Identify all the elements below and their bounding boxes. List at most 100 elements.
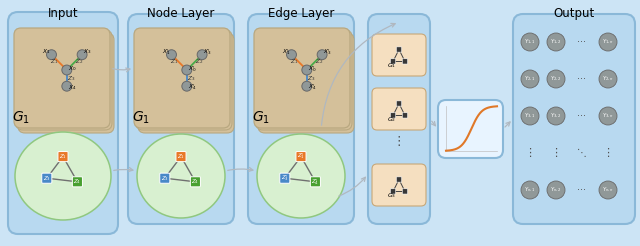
Text: $Y_{1,2}$: $Y_{1,2}$ — [550, 38, 562, 46]
FancyArrowPatch shape — [228, 168, 253, 171]
Circle shape — [182, 81, 192, 91]
Text: $Y_{1,n}$: $Y_{1,n}$ — [602, 38, 614, 46]
Circle shape — [62, 65, 72, 75]
FancyBboxPatch shape — [403, 189, 408, 194]
FancyBboxPatch shape — [513, 14, 635, 224]
Text: $G_2$: $G_2$ — [387, 115, 396, 124]
FancyBboxPatch shape — [372, 34, 426, 76]
Text: $X_1'$: $X_1'$ — [163, 47, 171, 57]
Text: Node Layer: Node Layer — [147, 7, 214, 20]
Text: $Z_1$: $Z_1$ — [290, 57, 298, 66]
Text: $X_4$: $X_4$ — [68, 83, 77, 92]
Text: $Z_3$: $Z_3$ — [307, 74, 315, 83]
FancyBboxPatch shape — [310, 177, 321, 187]
FancyBboxPatch shape — [372, 164, 426, 206]
Circle shape — [521, 181, 539, 199]
FancyBboxPatch shape — [390, 113, 396, 118]
FancyArrowPatch shape — [114, 168, 133, 171]
Circle shape — [547, 33, 565, 51]
FancyBboxPatch shape — [296, 152, 306, 162]
Circle shape — [317, 50, 327, 60]
Text: $Y_{3,1}$: $Y_{3,1}$ — [524, 112, 536, 120]
Text: ⋮: ⋮ — [550, 148, 561, 158]
FancyBboxPatch shape — [138, 33, 234, 133]
Text: ···: ··· — [577, 74, 586, 84]
Text: $X_3'$: $X_3'$ — [203, 47, 211, 57]
FancyBboxPatch shape — [136, 30, 232, 130]
Text: $Y_{3,n}$: $Y_{3,n}$ — [602, 112, 614, 120]
Text: $Y_{2,n}$: $Y_{2,n}$ — [602, 75, 614, 83]
FancyBboxPatch shape — [14, 28, 110, 128]
Circle shape — [599, 33, 617, 51]
Circle shape — [302, 65, 312, 75]
Text: ⋮: ⋮ — [602, 148, 614, 158]
FancyBboxPatch shape — [134, 28, 230, 128]
FancyBboxPatch shape — [258, 33, 354, 133]
Circle shape — [302, 81, 312, 91]
Circle shape — [547, 181, 565, 199]
Text: $X_0$: $X_0$ — [68, 64, 77, 74]
Text: $Z_3$: $Z_3$ — [43, 174, 51, 183]
FancyArrowPatch shape — [431, 121, 435, 126]
Text: $G_1$: $G_1$ — [387, 61, 396, 70]
Text: $Z_1$: $Z_1$ — [50, 57, 58, 66]
Text: $Z_4'$: $Z_4'$ — [311, 177, 319, 187]
Text: $Z_2$: $Z_2$ — [316, 57, 324, 66]
Text: $Z_3$: $Z_3$ — [67, 74, 75, 83]
Text: $G_1$: $G_1$ — [132, 110, 150, 126]
Text: $X_4'$: $X_4'$ — [308, 82, 317, 92]
FancyBboxPatch shape — [368, 14, 430, 224]
Text: $X_0'$: $X_0'$ — [308, 64, 317, 74]
Text: Edge Layer: Edge Layer — [268, 7, 334, 20]
Text: $G_1$: $G_1$ — [12, 110, 30, 126]
Text: $X_0'$: $X_0'$ — [188, 64, 197, 74]
FancyBboxPatch shape — [176, 152, 186, 162]
FancyArrowPatch shape — [321, 23, 395, 125]
FancyBboxPatch shape — [42, 173, 52, 183]
Circle shape — [77, 50, 87, 60]
Circle shape — [182, 65, 192, 75]
FancyBboxPatch shape — [372, 88, 426, 130]
Text: Input: Input — [48, 7, 78, 20]
Text: $X_4'$: $X_4'$ — [189, 82, 197, 92]
Text: ⋮: ⋮ — [524, 148, 536, 158]
FancyBboxPatch shape — [403, 59, 408, 64]
Circle shape — [547, 70, 565, 88]
FancyBboxPatch shape — [58, 152, 68, 162]
FancyBboxPatch shape — [396, 101, 402, 106]
Text: ···: ··· — [577, 111, 586, 121]
FancyBboxPatch shape — [16, 30, 112, 130]
FancyBboxPatch shape — [396, 177, 402, 182]
Text: $Y_{2,2}$: $Y_{2,2}$ — [550, 75, 562, 83]
Circle shape — [47, 50, 56, 60]
Text: $Y_{n,n}$: $Y_{n,n}$ — [602, 186, 614, 194]
Text: ···: ··· — [577, 37, 586, 47]
Text: ⋮: ⋮ — [393, 135, 405, 148]
Text: $Z_2$: $Z_2$ — [195, 57, 204, 66]
FancyArrowPatch shape — [113, 68, 130, 72]
Circle shape — [599, 107, 617, 125]
Text: $X_1$: $X_1$ — [42, 47, 51, 56]
Text: $G_3$: $G_3$ — [387, 191, 396, 200]
Text: $X_3'$: $X_3'$ — [323, 47, 332, 57]
Text: $Y_{n,2}$: $Y_{n,2}$ — [550, 186, 562, 194]
Circle shape — [166, 50, 177, 60]
Text: $X_3$: $X_3$ — [83, 47, 92, 56]
Circle shape — [599, 181, 617, 199]
Text: $Z_1$: $Z_1$ — [170, 57, 179, 66]
Text: $Z_2$: $Z_2$ — [76, 57, 84, 66]
Circle shape — [521, 107, 539, 125]
FancyBboxPatch shape — [390, 59, 396, 64]
FancyBboxPatch shape — [438, 100, 503, 158]
Text: $Z_1$: $Z_1$ — [177, 152, 185, 161]
Text: $X_1'$: $X_1'$ — [282, 47, 291, 57]
Ellipse shape — [137, 134, 225, 218]
Circle shape — [197, 50, 207, 60]
Text: $Z_4$: $Z_4$ — [74, 177, 81, 186]
Text: $Z_3'$: $Z_3'$ — [281, 173, 289, 183]
Text: $Y_{2,1}$: $Y_{2,1}$ — [524, 75, 536, 83]
FancyBboxPatch shape — [396, 47, 402, 52]
Circle shape — [521, 70, 539, 88]
Text: $Z_1$: $Z_1$ — [59, 152, 67, 161]
Circle shape — [547, 107, 565, 125]
